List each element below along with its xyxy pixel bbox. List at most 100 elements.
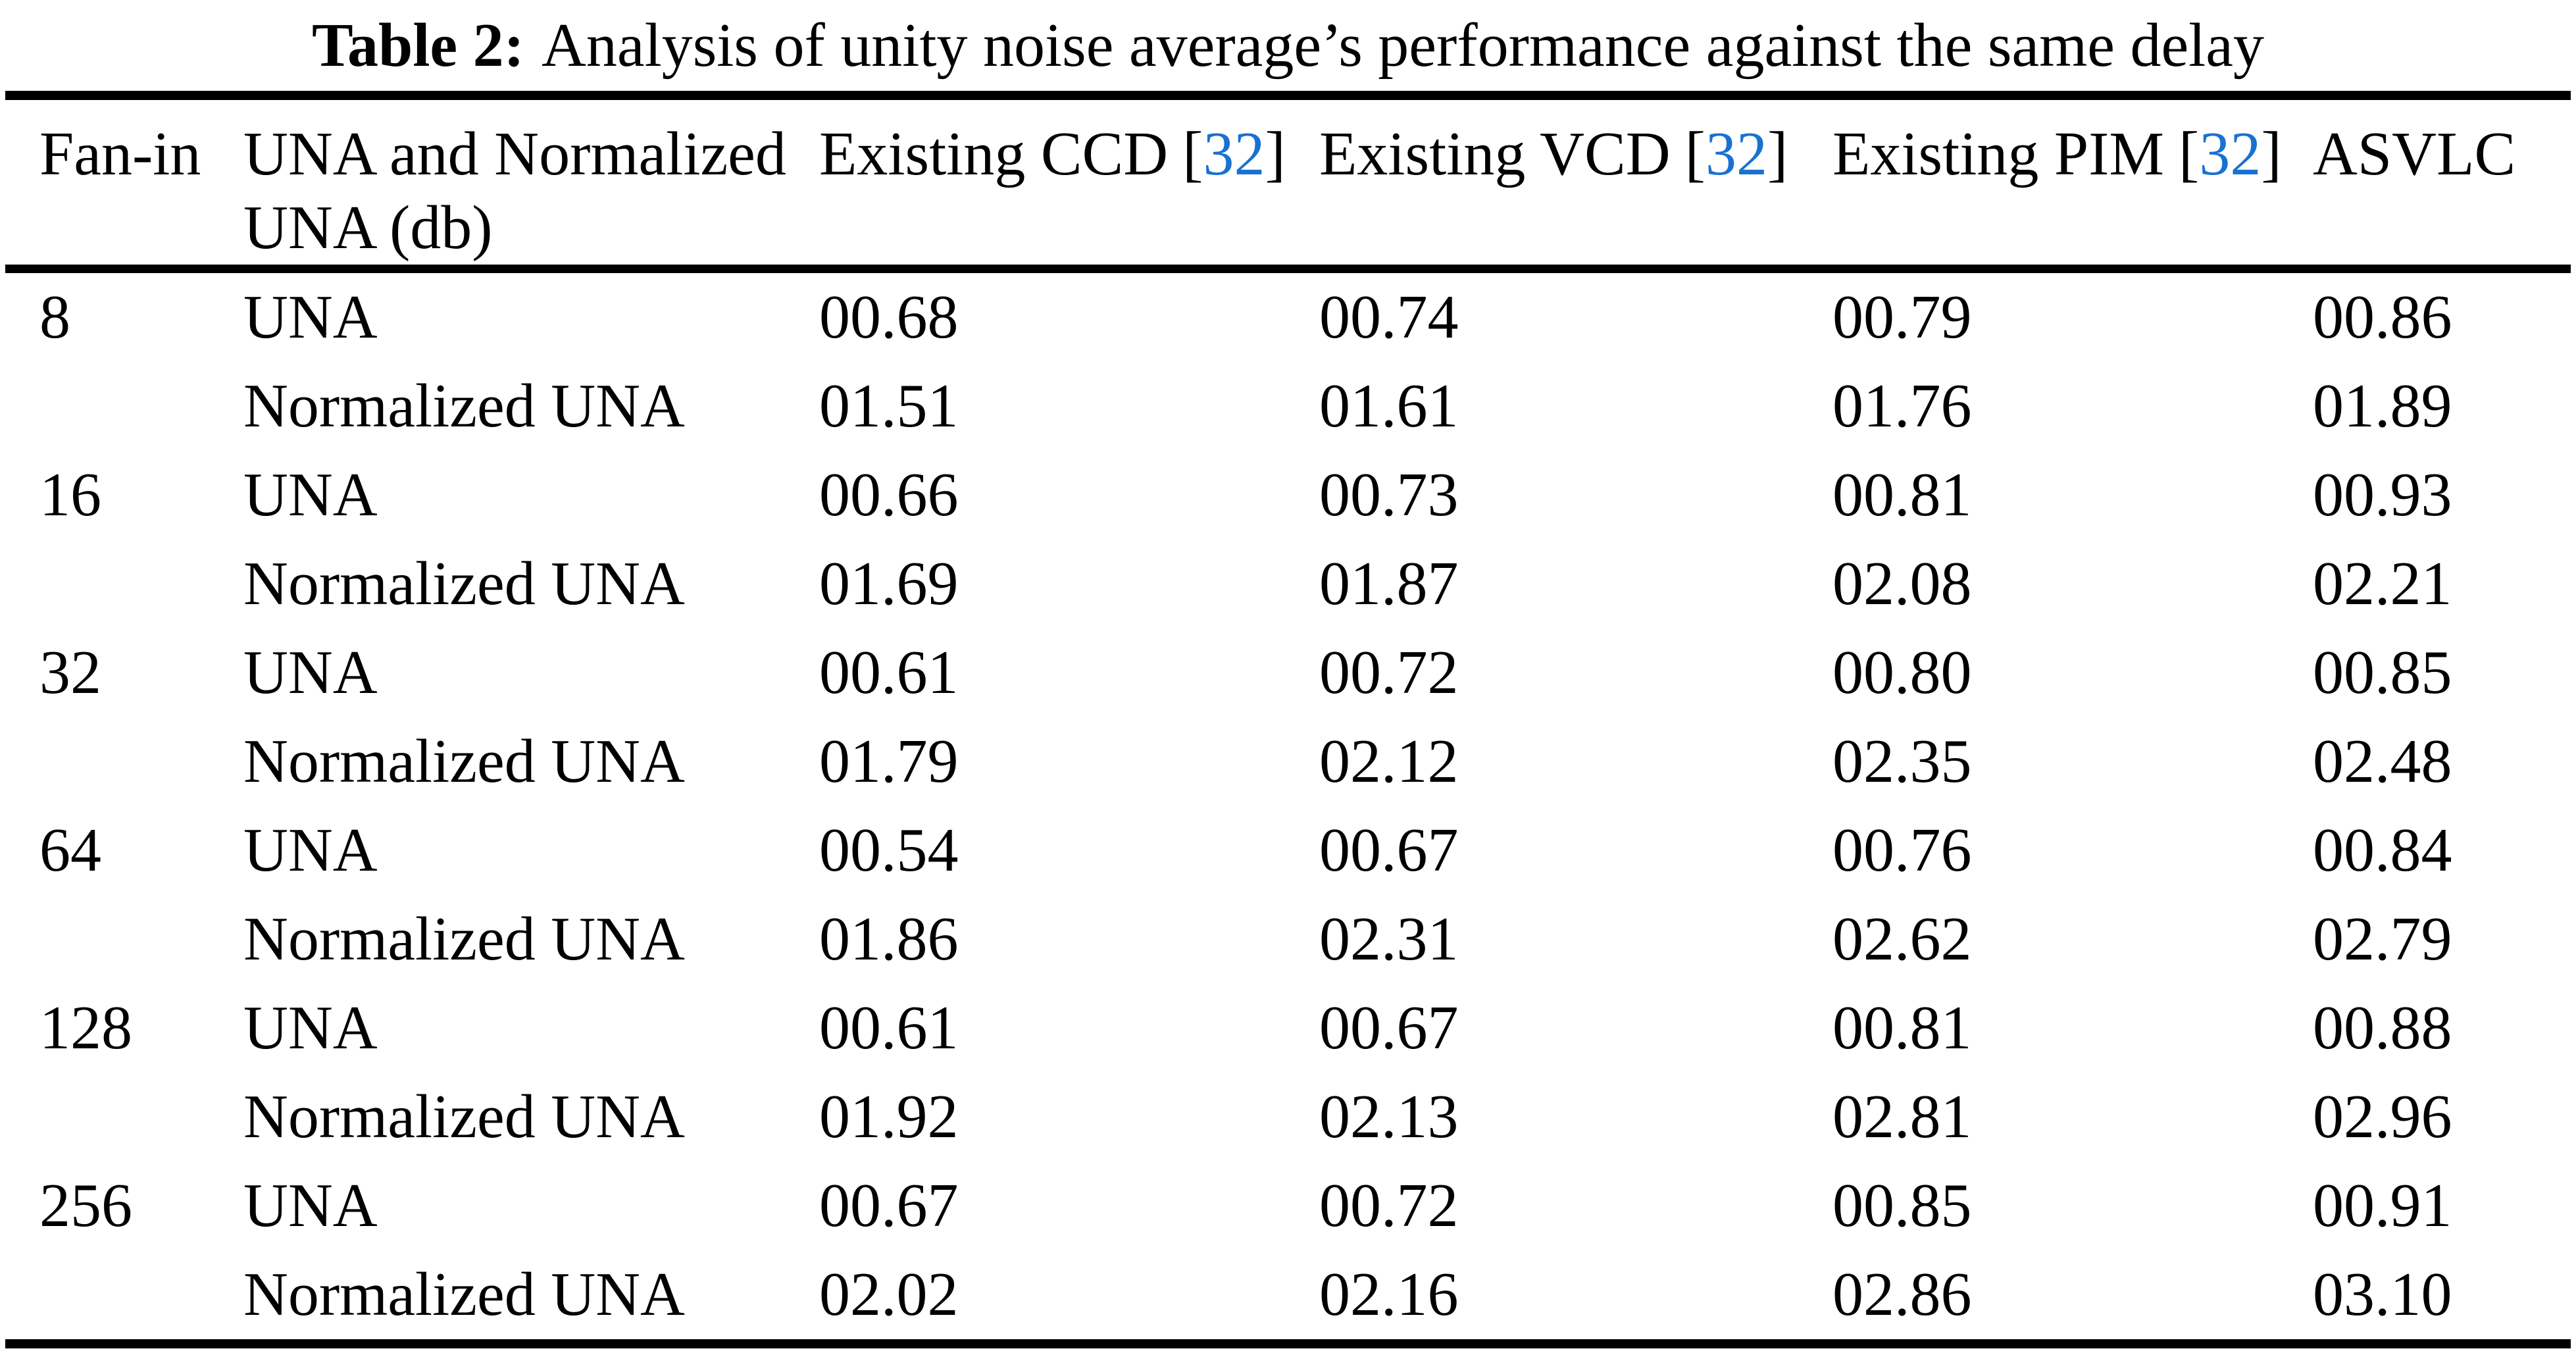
table-header-row: Fan-in UNA and Normalized UNA (db) Exist… xyxy=(5,95,2571,273)
table-row: Normalized UNA 01.86 02.31 02.62 02.79 xyxy=(5,895,2571,984)
cell-fan-in xyxy=(5,1250,243,1344)
cell-existing-ccd-value: 01.79 xyxy=(819,727,959,796)
cell-existing-ccd-value: 00.61 xyxy=(819,638,959,707)
table-row: 256 UNA 00.67 00.72 00.85 00.91 xyxy=(5,1162,2571,1250)
col-header-fan-in: Fan-in xyxy=(5,95,243,273)
cell-existing-pim-value: 02.62 xyxy=(1832,905,1972,973)
cell-asvlc-value: 00.93 xyxy=(2313,461,2452,529)
cell-existing-vcd-value: 00.73 xyxy=(1319,461,1459,529)
cell-existing-ccd-value: 00.67 xyxy=(819,1171,959,1240)
table-row: 64 UNA 00.54 00.67 00.76 00.84 xyxy=(5,806,2571,895)
cell-existing-ccd-value: 00.54 xyxy=(819,816,959,884)
cell-fan-in: 64 xyxy=(39,816,101,884)
cell-existing-vcd-value: 02.13 xyxy=(1319,1083,1459,1151)
cell-variant: UNA xyxy=(243,1171,378,1240)
cell-existing-ccd-value: 01.69 xyxy=(819,550,959,618)
citation-vcd: [32] xyxy=(1685,120,1788,188)
cell-fan-in: 16 xyxy=(39,461,101,529)
cell-existing-ccd-value: 00.61 xyxy=(819,994,959,1062)
cell-existing-vcd-value: 00.74 xyxy=(1319,283,1459,351)
cell-asvlc-value: 02.21 xyxy=(2313,550,2452,618)
col-header-existing-pim: Existing PIM [32] xyxy=(1832,95,2313,273)
table-row: Normalized UNA 01.69 01.87 02.08 02.21 xyxy=(5,540,2571,628)
cell-existing-vcd-value: 01.87 xyxy=(1319,550,1459,618)
citation-bracket-close: ] xyxy=(2261,120,2282,188)
col-header-existing-vcd-label: Existing VCD xyxy=(1319,120,1671,188)
cell-existing-vcd-value: 00.67 xyxy=(1319,994,1459,1062)
cell-existing-vcd-value: 00.67 xyxy=(1319,816,1459,884)
cell-existing-pim-value: 00.81 xyxy=(1832,994,1972,1062)
cell-existing-pim-value: 02.08 xyxy=(1832,550,1972,618)
cell-existing-vcd-value: 00.72 xyxy=(1319,1171,1459,1240)
cell-variant: Normalized UNA xyxy=(243,905,685,973)
cell-asvlc-value: 01.89 xyxy=(2313,372,2452,440)
cell-existing-pim-value: 00.85 xyxy=(1832,1171,1972,1240)
cell-variant: Normalized UNA xyxy=(243,372,685,440)
cell-fan-in: 32 xyxy=(39,638,101,707)
cell-variant: UNA xyxy=(243,638,378,707)
cell-existing-ccd-value: 00.68 xyxy=(819,283,959,351)
cell-existing-pim-value: 00.76 xyxy=(1832,816,1972,884)
cell-fan-in xyxy=(5,717,243,806)
citation-bracket-close: ] xyxy=(1265,120,1286,188)
cell-existing-pim-value: 02.86 xyxy=(1832,1260,1972,1329)
citation-bracket-open: [ xyxy=(2179,120,2200,188)
table-row: Normalized UNA 01.92 02.13 02.81 02.96 xyxy=(5,1073,2571,1162)
citation-ccd: [32] xyxy=(1182,120,1286,188)
table-row: 8 UNA 00.68 00.74 00.79 00.86 xyxy=(5,269,2571,363)
citation-bracket-open: [ xyxy=(1182,120,1203,188)
col-header-una-variant: UNA and Normalized UNA (db) xyxy=(243,95,819,273)
citation-32-link-ccd[interactable]: 32 xyxy=(1203,120,1265,188)
table-row: Normalized UNA 01.51 01.61 01.76 01.89 xyxy=(5,362,2571,451)
citation-bracket-open: [ xyxy=(1684,120,1705,188)
results-table: Fan-in UNA and Normalized UNA (db) Exist… xyxy=(5,91,2571,1348)
col-header-existing-pim-label: Existing PIM xyxy=(1832,120,2165,188)
col-header-fan-in-label: Fan-in xyxy=(39,120,201,188)
citation-pim: [32] xyxy=(2179,120,2282,188)
cell-fan-in xyxy=(5,895,243,984)
cell-asvlc-value: 00.86 xyxy=(2313,283,2452,351)
cell-asvlc-value: 02.96 xyxy=(2313,1083,2452,1151)
cell-existing-pim-value: 00.81 xyxy=(1832,461,1972,529)
cell-existing-ccd-value: 01.92 xyxy=(819,1083,959,1151)
table-caption: Table 2: Analysis of unity noise average’… xyxy=(0,0,2576,88)
table-row: Normalized UNA 02.02 02.16 02.86 03.10 xyxy=(5,1250,2571,1344)
cell-asvlc-value: 00.85 xyxy=(2313,638,2452,707)
cell-fan-in: 256 xyxy=(39,1171,132,1240)
cell-variant: UNA xyxy=(243,283,378,351)
cell-asvlc-value: 02.79 xyxy=(2313,905,2452,973)
table-row: 32 UNA 00.61 00.72 00.80 00.85 xyxy=(5,628,2571,717)
cell-existing-pim-value: 02.81 xyxy=(1832,1083,1972,1151)
cell-variant: Normalized UNA xyxy=(243,1260,685,1329)
cell-variant: UNA xyxy=(243,994,378,1062)
cell-existing-vcd-value: 02.16 xyxy=(1319,1260,1459,1329)
cell-existing-ccd-value: 00.66 xyxy=(819,461,959,529)
cell-existing-pim-value: 02.35 xyxy=(1832,727,1972,796)
col-header-existing-ccd: Existing CCD [32] xyxy=(819,95,1319,273)
cell-variant: UNA xyxy=(243,816,378,884)
citation-32-link-pim[interactable]: 32 xyxy=(2199,120,2261,188)
cell-existing-vcd-value: 00.72 xyxy=(1319,638,1459,707)
cell-variant: UNA xyxy=(243,461,378,529)
table-caption-text: Analysis of unity noise average’s perfor… xyxy=(541,11,2265,80)
col-header-una-variant-label: UNA and Normalized UNA (db) xyxy=(243,120,786,262)
cell-fan-in xyxy=(5,362,243,451)
cell-existing-ccd-value: 01.51 xyxy=(819,372,959,440)
citation-bracket-close: ] xyxy=(1767,120,1788,188)
col-header-existing-ccd-label: Existing CCD xyxy=(819,120,1169,188)
cell-fan-in xyxy=(5,540,243,628)
cell-existing-ccd-value: 01.86 xyxy=(819,905,959,973)
cell-asvlc-value: 03.10 xyxy=(2313,1260,2452,1329)
cell-existing-vcd-value: 02.12 xyxy=(1319,727,1459,796)
cell-existing-pim-value: 00.79 xyxy=(1832,283,1972,351)
cell-existing-vcd-value: 01.61 xyxy=(1319,372,1459,440)
cell-asvlc-value: 02.48 xyxy=(2313,727,2452,796)
cell-fan-in xyxy=(5,1073,243,1162)
cell-asvlc-value: 00.88 xyxy=(2313,994,2452,1062)
citation-32-link-vcd[interactable]: 32 xyxy=(1705,120,1767,188)
cell-fan-in: 128 xyxy=(39,994,132,1062)
cell-fan-in: 8 xyxy=(39,283,70,351)
table-row: 128 UNA 00.61 00.67 00.81 00.88 xyxy=(5,984,2571,1073)
cell-existing-vcd-value: 02.31 xyxy=(1319,905,1459,973)
